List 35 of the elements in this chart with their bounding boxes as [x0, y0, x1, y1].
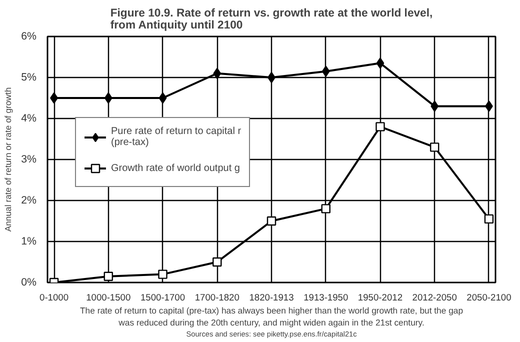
y-tick-label: 1% — [21, 236, 38, 248]
legend-label: Pure rate of return to capital r (pre-tax) — [111, 126, 242, 148]
point — [104, 272, 113, 281]
y-tick-label: 4% — [21, 112, 38, 124]
y-axis-title: Annual rate of return or rate of growth — [3, 87, 14, 232]
y-tick-label: 0% — [21, 276, 38, 288]
x-tick-label: 1950-2012 — [358, 292, 403, 302]
point — [104, 92, 112, 104]
x-tick-label: 2050-2100 — [466, 292, 512, 302]
point — [266, 216, 276, 226]
point — [212, 257, 222, 267]
x-tick-label: 0-1000 — [40, 292, 69, 302]
y-tick-label: 6% — [21, 30, 38, 42]
point — [376, 58, 384, 69]
point — [376, 122, 385, 132]
point — [322, 66, 330, 77]
point — [430, 100, 439, 112]
x-tick-label: 1000-1500 — [86, 292, 131, 302]
x-tick-label: 1700-1820 — [194, 292, 240, 302]
point — [484, 214, 494, 224]
x-tick-label: 1820-1913 — [249, 292, 294, 302]
x-tick-label: 2012-2050 — [412, 292, 457, 302]
chart-title: Figure 10.9. Rate of return vs. growth rate at the world level, from Antiquity until 2100 — [110, 8, 433, 32]
text: The rate of return to capital (pre-tax) has always been higher than the world growth rate, but the gap was reduced during the 20th century, and might widen again in the 21st century. — [80, 306, 464, 328]
legend-label: Growth rate of world output g — [111, 162, 240, 174]
y-tick-label: 2% — [21, 194, 38, 206]
x-tick-label: 1500-1700 — [140, 292, 186, 302]
point — [213, 68, 222, 79]
y-tick-label: 3% — [21, 154, 38, 166]
point — [321, 204, 330, 214]
y-tick-label: 5% — [21, 72, 38, 84]
point — [430, 142, 440, 152]
x-tick-label: 1913-1950 — [304, 292, 348, 302]
point — [158, 92, 167, 104]
point — [158, 270, 168, 279]
